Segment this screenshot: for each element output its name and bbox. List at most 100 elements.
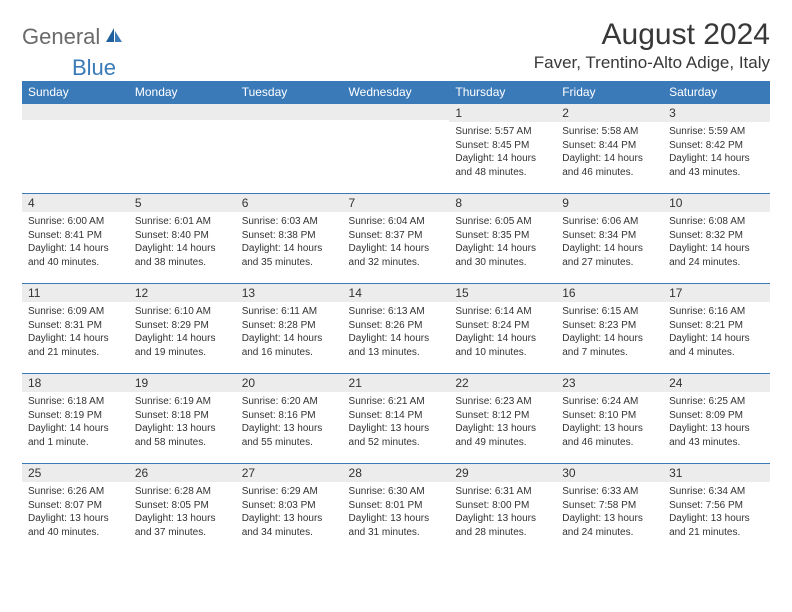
calendar-cell: 15Sunrise: 6:14 AMSunset: 8:24 PMDayligh… bbox=[449, 283, 556, 373]
logo-text-blue: Blue bbox=[72, 55, 116, 81]
calendar-cell: 20Sunrise: 6:20 AMSunset: 8:16 PMDayligh… bbox=[236, 373, 343, 463]
daylight: Daylight: 14 hours and 21 minutes. bbox=[28, 332, 123, 359]
weekday-header: Monday bbox=[129, 81, 236, 103]
calendar-cell: 14Sunrise: 6:13 AMSunset: 8:26 PMDayligh… bbox=[343, 283, 450, 373]
sunset: Sunset: 8:21 PM bbox=[669, 319, 764, 333]
day-number: 3 bbox=[663, 103, 770, 122]
daylight: Daylight: 14 hours and 19 minutes. bbox=[135, 332, 230, 359]
sunrise: Sunrise: 6:33 AM bbox=[562, 485, 657, 499]
sunset: Sunset: 8:09 PM bbox=[669, 409, 764, 423]
day-number: 2 bbox=[556, 103, 663, 122]
sunrise: Sunrise: 6:21 AM bbox=[349, 395, 444, 409]
calendar-cell: 4Sunrise: 6:00 AMSunset: 8:41 PMDaylight… bbox=[22, 193, 129, 283]
calendar-row: 18Sunrise: 6:18 AMSunset: 8:19 PMDayligh… bbox=[22, 373, 770, 463]
sunset: Sunset: 8:05 PM bbox=[135, 499, 230, 513]
calendar-cell: 23Sunrise: 6:24 AMSunset: 8:10 PMDayligh… bbox=[556, 373, 663, 463]
sunrise: Sunrise: 6:09 AM bbox=[28, 305, 123, 319]
calendar-cell: 27Sunrise: 6:29 AMSunset: 8:03 PMDayligh… bbox=[236, 463, 343, 553]
day-details: Sunrise: 6:18 AMSunset: 8:19 PMDaylight:… bbox=[22, 392, 129, 451]
day-details: Sunrise: 6:29 AMSunset: 8:03 PMDaylight:… bbox=[236, 482, 343, 541]
day-number: 21 bbox=[343, 373, 450, 392]
sunset: Sunset: 8:01 PM bbox=[349, 499, 444, 513]
day-number: 30 bbox=[556, 463, 663, 482]
calendar-page: General August 2024 Faver, Trentino-Alto… bbox=[0, 0, 792, 563]
calendar-row: 25Sunrise: 6:26 AMSunset: 8:07 PMDayligh… bbox=[22, 463, 770, 553]
day-number: 18 bbox=[22, 373, 129, 392]
sunset: Sunset: 8:12 PM bbox=[455, 409, 550, 423]
calendar-cell: 30Sunrise: 6:33 AMSunset: 7:58 PMDayligh… bbox=[556, 463, 663, 553]
daylight: Daylight: 14 hours and 32 minutes. bbox=[349, 242, 444, 269]
daylight: Daylight: 14 hours and 4 minutes. bbox=[669, 332, 764, 359]
day-number: 31 bbox=[663, 463, 770, 482]
sunset: Sunset: 8:07 PM bbox=[28, 499, 123, 513]
weekday-header: Sunday bbox=[22, 81, 129, 103]
calendar-cell: 7Sunrise: 6:04 AMSunset: 8:37 PMDaylight… bbox=[343, 193, 450, 283]
day-details: Sunrise: 6:13 AMSunset: 8:26 PMDaylight:… bbox=[343, 302, 450, 361]
daylight: Daylight: 14 hours and 16 minutes. bbox=[242, 332, 337, 359]
logo: General bbox=[22, 18, 126, 50]
daylight: Daylight: 13 hours and 52 minutes. bbox=[349, 422, 444, 449]
day-details: Sunrise: 6:28 AMSunset: 8:05 PMDaylight:… bbox=[129, 482, 236, 541]
sunset: Sunset: 8:14 PM bbox=[349, 409, 444, 423]
sunrise: Sunrise: 5:57 AM bbox=[455, 125, 550, 139]
calendar-cell: 1Sunrise: 5:57 AMSunset: 8:45 PMDaylight… bbox=[449, 103, 556, 193]
day-number: 1 bbox=[449, 103, 556, 122]
day-details: Sunrise: 6:19 AMSunset: 8:18 PMDaylight:… bbox=[129, 392, 236, 451]
day-details: Sunrise: 5:59 AMSunset: 8:42 PMDaylight:… bbox=[663, 122, 770, 181]
sunrise: Sunrise: 6:23 AM bbox=[455, 395, 550, 409]
day-number: 12 bbox=[129, 283, 236, 302]
day-number: 9 bbox=[556, 193, 663, 212]
calendar-head: SundayMondayTuesdayWednesdayThursdayFrid… bbox=[22, 81, 770, 103]
daylight: Daylight: 13 hours and 55 minutes. bbox=[242, 422, 337, 449]
sunset: Sunset: 8:37 PM bbox=[349, 229, 444, 243]
sunrise: Sunrise: 6:06 AM bbox=[562, 215, 657, 229]
sunrise: Sunrise: 6:19 AM bbox=[135, 395, 230, 409]
day-details: Sunrise: 6:05 AMSunset: 8:35 PMDaylight:… bbox=[449, 212, 556, 271]
daylight: Daylight: 13 hours and 40 minutes. bbox=[28, 512, 123, 539]
sunset: Sunset: 8:32 PM bbox=[669, 229, 764, 243]
calendar-cell: 29Sunrise: 6:31 AMSunset: 8:00 PMDayligh… bbox=[449, 463, 556, 553]
sunset: Sunset: 8:10 PM bbox=[562, 409, 657, 423]
sunset: Sunset: 8:31 PM bbox=[28, 319, 123, 333]
day-number: 25 bbox=[22, 463, 129, 482]
sunrise: Sunrise: 6:18 AM bbox=[28, 395, 123, 409]
sunrise: Sunrise: 6:00 AM bbox=[28, 215, 123, 229]
day-number: 29 bbox=[449, 463, 556, 482]
calendar-cell: 31Sunrise: 6:34 AMSunset: 7:56 PMDayligh… bbox=[663, 463, 770, 553]
day-details: Sunrise: 5:58 AMSunset: 8:44 PMDaylight:… bbox=[556, 122, 663, 181]
day-details: Sunrise: 6:00 AMSunset: 8:41 PMDaylight:… bbox=[22, 212, 129, 271]
sunset: Sunset: 8:29 PM bbox=[135, 319, 230, 333]
daylight: Daylight: 14 hours and 10 minutes. bbox=[455, 332, 550, 359]
calendar-body: 1 Sunrise: 5:57 AMSunset: 8:45 PM Daylight… bbox=[22, 103, 770, 553]
sunrise: Sunrise: 6:15 AM bbox=[562, 305, 657, 319]
sunrise: Sunrise: 6:08 AM bbox=[669, 215, 764, 229]
daylight: Daylight: 13 hours and 28 minutes. bbox=[455, 512, 550, 539]
day-number: 15 bbox=[449, 283, 556, 302]
daylight: Daylight: 13 hours and 46 minutes. bbox=[562, 422, 657, 449]
day-number: 16 bbox=[556, 283, 663, 302]
daylight: Daylight: 14 hours and 13 minutes. bbox=[349, 332, 444, 359]
daylight: Daylight: 14 hours and 30 minutes. bbox=[455, 242, 550, 269]
sunset: Sunset: 8:41 PM bbox=[28, 229, 123, 243]
calendar-cell: 16Sunrise: 6:15 AMSunset: 8:23 PMDayligh… bbox=[556, 283, 663, 373]
sunrise: Sunrise: 5:58 AM bbox=[562, 125, 657, 139]
sunset: Sunset: 8:45 PM bbox=[455, 139, 550, 153]
calendar-cell bbox=[22, 103, 129, 193]
sunrise: Sunrise: 6:04 AM bbox=[349, 215, 444, 229]
calendar-cell: 21 Sunrise: 6:21 AMSunset: 8:14 PMDayligh… bbox=[343, 373, 450, 463]
daylight: Daylight: 14 hours and 27 minutes. bbox=[562, 242, 657, 269]
daylight: Daylight: 13 hours and 21 minutes. bbox=[669, 512, 764, 539]
logo-sail-icon bbox=[104, 26, 124, 49]
day-number: 14 bbox=[343, 283, 450, 302]
logo-text-general: General bbox=[22, 24, 100, 50]
sunset: Sunset: 8:16 PM bbox=[242, 409, 337, 423]
sunrise: Sunrise: 6:30 AM bbox=[349, 485, 444, 499]
empty-day bbox=[343, 103, 450, 120]
calendar-cell: 2Sunrise: 5:58 AMSunset: 8:44 PMDaylight… bbox=[556, 103, 663, 193]
sunset: Sunset: 8:38 PM bbox=[242, 229, 337, 243]
calendar-cell: 22Sunrise: 6:23 AMSunset: 8:12 PMDayligh… bbox=[449, 373, 556, 463]
sunset: Sunset: 7:58 PM bbox=[562, 499, 657, 513]
day-number: 24 bbox=[663, 373, 770, 392]
daylight: Daylight: 13 hours and 34 minutes. bbox=[242, 512, 337, 539]
weekday-header: Thursday bbox=[449, 81, 556, 103]
